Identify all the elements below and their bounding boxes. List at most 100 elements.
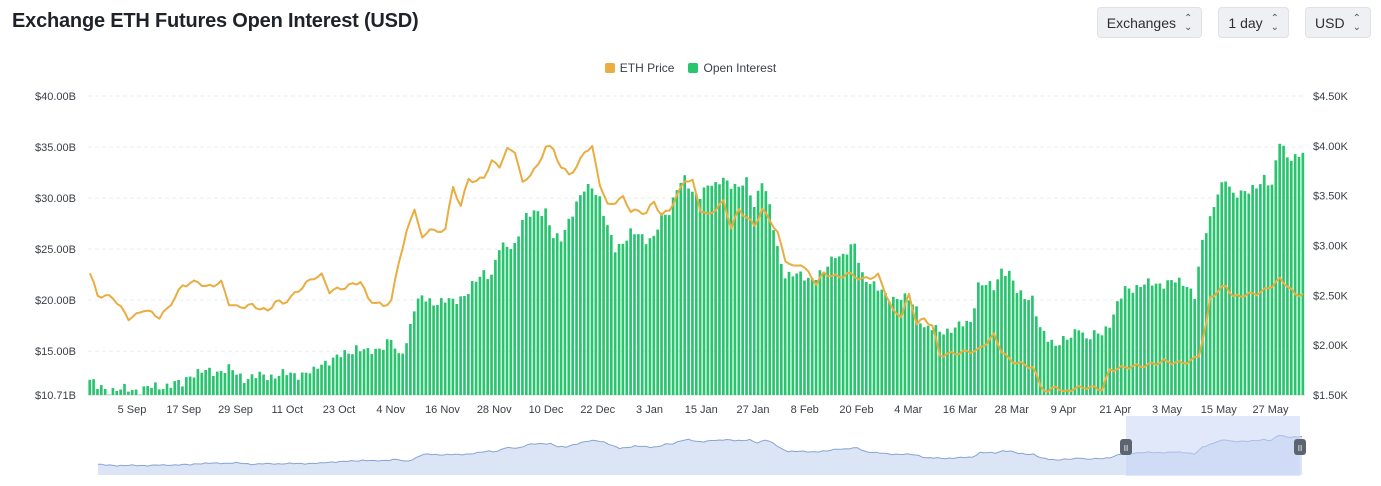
oi-bar [1085, 338, 1088, 395]
oi-bar [694, 194, 698, 395]
oi-bar [1189, 288, 1193, 395]
x-tick-label: 29 Sep [218, 404, 253, 416]
interval-select[interactable]: 1 day ⌃ ⌄ [1218, 7, 1290, 38]
y-left-tick-label: $40.00B [35, 91, 76, 103]
oi-bar [451, 298, 455, 395]
oi-bar [266, 380, 269, 395]
oi-bar [1247, 193, 1251, 395]
oi-bar [416, 298, 420, 395]
handle-grip-icon: II [1124, 444, 1128, 453]
oi-bar [312, 366, 316, 395]
oi-bar [737, 186, 741, 395]
oi-bar [436, 305, 439, 395]
x-tick-label: 4 Mar [894, 404, 922, 416]
oi-bar [1224, 181, 1227, 395]
oi-bar [420, 295, 424, 395]
range-navigator[interactable]: II II [97, 416, 1306, 476]
oi-bar [741, 185, 744, 395]
oi-bar [378, 348, 381, 395]
y-axis-right: $1.50K $2.00K $2.50K $3.00K $3.50K $4.00K $4.5… [1313, 91, 1349, 402]
x-tick-label: 15 Jan [685, 404, 718, 416]
oi-bar [1177, 277, 1181, 395]
currency-select[interactable]: USD ⌃ ⌄ [1305, 7, 1371, 38]
price-line [88, 144, 1304, 393]
oi-bar [115, 390, 119, 395]
oi-bar [1119, 298, 1123, 395]
oi-bar [339, 357, 343, 395]
legend-item-oi[interactable]: Open Interest [688, 61, 776, 75]
oi-bar [706, 185, 710, 395]
oi-bar [497, 250, 501, 395]
oi-bar [841, 253, 845, 395]
oi-bar [1286, 157, 1289, 395]
oi-bar [864, 281, 868, 395]
legend-item-price[interactable]: ETH Price [604, 61, 674, 75]
oi-bar [1011, 280, 1015, 395]
oi-bar [1181, 285, 1185, 395]
oi-bar [722, 177, 725, 395]
legend-swatch-oi [688, 63, 699, 73]
exchange-select[interactable]: Exchanges ⌃ ⌄ [1096, 7, 1203, 38]
oi-bar [679, 182, 683, 395]
oi-bar [799, 271, 802, 395]
oi-bar [911, 304, 914, 395]
y-right-tick-label: $3.50K [1313, 191, 1349, 203]
oi-bar [231, 370, 235, 395]
oi-bar [660, 212, 663, 395]
oi-bar [1046, 341, 1050, 395]
oi-bar [926, 325, 930, 395]
oi-bar [919, 323, 922, 395]
oi-bar [177, 379, 180, 395]
oi-bar [470, 281, 474, 395]
oi-bar [1034, 316, 1038, 395]
oi-bar [1278, 143, 1282, 395]
y-axis-left: $10.71B $15.00B $20.00B $25.00B $30.00B $35.0… [35, 91, 76, 402]
navigator-handle-left [1120, 439, 1132, 455]
oi-bar [130, 390, 134, 395]
x-tick-label: 17 Sep [166, 404, 201, 416]
oi-bar [486, 279, 489, 395]
oi-bar [1154, 283, 1158, 395]
x-tick-label: 11 Oct [271, 404, 303, 416]
oi-bar [385, 339, 389, 395]
x-tick-label: 16 Nov [425, 404, 460, 416]
oi-bar [250, 374, 254, 395]
oi-bar [447, 298, 451, 395]
oi-bar [1007, 270, 1011, 395]
oi-bar [633, 234, 636, 395]
oi-bar [424, 301, 428, 395]
oi-bar [208, 367, 211, 395]
oi-bar [304, 372, 308, 395]
x-tick-label: 3 Jan [636, 404, 663, 416]
oi-bar [1243, 191, 1247, 395]
oi-bar [760, 183, 764, 395]
navigator-line [97, 434, 1303, 467]
oi-bar [517, 236, 520, 395]
x-tick-label: 22 Dec [580, 404, 615, 416]
y-left-tick-label: $10.71B [35, 390, 76, 402]
oi-bar [822, 272, 826, 395]
oi-bar [810, 278, 814, 395]
oi-bar [830, 256, 833, 395]
oi-bar [965, 320, 969, 395]
oi-bar [1089, 339, 1092, 395]
oi-bar [219, 371, 223, 395]
oi-bar [1092, 330, 1096, 395]
oi-bar [1116, 301, 1119, 395]
oi-bar [1208, 216, 1212, 395]
y-left-tick-label: $25.00B [35, 244, 76, 256]
oi-bar [300, 372, 304, 395]
oi-bar [664, 214, 667, 395]
oi-bar [1212, 207, 1216, 395]
oi-bar [818, 270, 822, 395]
oi-bar [540, 216, 544, 395]
x-tick-label: 27 May [1252, 404, 1289, 416]
oi-bar [192, 377, 196, 395]
oi-bar [575, 201, 578, 395]
oi-bar [1220, 182, 1224, 395]
oi-bar [467, 293, 470, 395]
oi-bar [1054, 345, 1057, 395]
oi-bar [1147, 278, 1150, 395]
x-tick-label: 8 Feb [791, 404, 819, 416]
legend-label-oi: Open Interest [703, 61, 777, 75]
